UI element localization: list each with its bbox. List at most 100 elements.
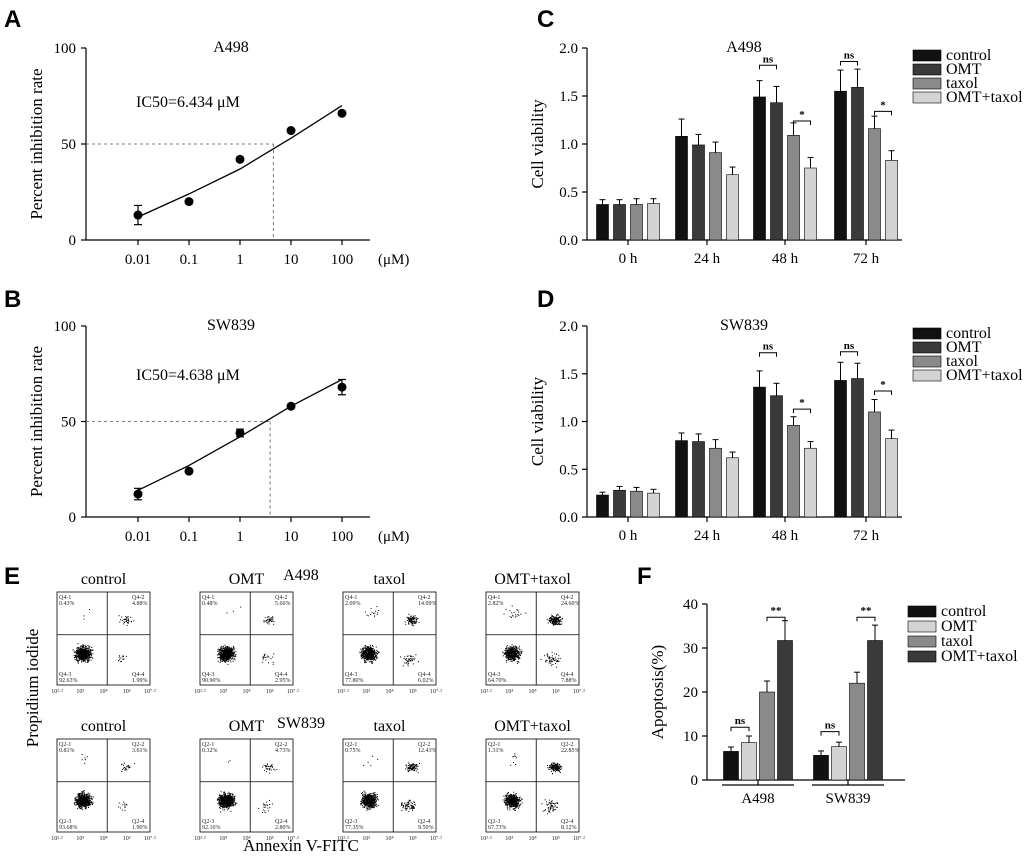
flow-dot xyxy=(226,654,228,656)
flow-dot xyxy=(80,659,82,661)
flow-dot xyxy=(372,803,373,805)
flow-dot xyxy=(77,803,79,804)
flow-dot xyxy=(506,646,507,648)
flow-dot xyxy=(228,794,230,796)
flow-dot xyxy=(230,805,231,807)
flow-dot xyxy=(556,624,558,625)
flow-dot xyxy=(79,656,81,658)
flow-dot xyxy=(369,651,371,653)
flow-dot xyxy=(264,812,266,813)
bar xyxy=(596,494,609,518)
flow-dot xyxy=(409,619,411,621)
flow-dot xyxy=(371,611,373,613)
flow-dot xyxy=(85,759,86,761)
flow-plot-frame xyxy=(199,591,294,686)
flow-dot xyxy=(515,614,516,616)
flow-dot xyxy=(377,650,378,652)
flow-dot xyxy=(516,661,518,663)
flow-dot xyxy=(231,797,233,799)
legend-swatch xyxy=(912,369,942,382)
flow-dot xyxy=(85,653,87,655)
flow-dot xyxy=(263,764,265,766)
flow-dot xyxy=(515,653,517,655)
flow-dot xyxy=(220,651,222,653)
flow-dot xyxy=(220,797,222,799)
flow-dot xyxy=(376,656,378,658)
flow-dot xyxy=(372,656,374,658)
quadrant-percent: 4.73% xyxy=(275,748,291,754)
flow-dot xyxy=(225,797,227,799)
flow-dot xyxy=(363,646,365,648)
flow-dot xyxy=(87,792,89,794)
flow-dot xyxy=(374,615,375,617)
flow-dot xyxy=(225,799,227,801)
flow-dot xyxy=(227,797,229,799)
flow-dot xyxy=(264,769,266,771)
flow-dot xyxy=(219,808,221,809)
flow-dot xyxy=(230,661,232,663)
flow-dot xyxy=(271,763,273,765)
quadrant-id: Q4-4 xyxy=(275,672,287,678)
flow-dot xyxy=(123,764,124,766)
flow-dot xyxy=(79,805,81,807)
flow-dot xyxy=(123,767,124,769)
flow-dot xyxy=(223,805,225,807)
flow-dot xyxy=(510,657,512,658)
flow-dot xyxy=(228,807,230,809)
flow-dot xyxy=(88,660,90,661)
flow-dot xyxy=(232,654,234,656)
flow-dot xyxy=(227,804,228,806)
flow-dot xyxy=(411,624,413,626)
flow-dot xyxy=(510,653,512,655)
flow-dot xyxy=(512,648,514,650)
flow-dot xyxy=(79,792,81,794)
flow-dot xyxy=(230,650,232,652)
flow-dot xyxy=(89,795,91,796)
flow-dot xyxy=(80,792,82,794)
flow-plot-label: taxol xyxy=(374,571,407,588)
flow-axis-tick: 10⁵ xyxy=(123,689,131,695)
flow-dot xyxy=(412,617,413,619)
flow-dot xyxy=(366,652,368,654)
flow-dot xyxy=(371,651,373,653)
flow-dot xyxy=(218,649,220,650)
flow-dot xyxy=(221,801,223,803)
flow-dot xyxy=(83,645,84,647)
flow-dot xyxy=(218,653,220,655)
flow-dot xyxy=(76,653,78,655)
flow-dot xyxy=(370,644,372,646)
flow-dot xyxy=(86,796,88,798)
flow-dot xyxy=(367,657,369,658)
data-point xyxy=(184,466,194,476)
flow-dot xyxy=(232,801,234,803)
flow-dot xyxy=(127,621,129,623)
flow-dot xyxy=(91,802,92,804)
flow-dot xyxy=(365,794,367,796)
flow-dot xyxy=(264,657,266,658)
significance-label: ns xyxy=(763,341,774,353)
flow-dot xyxy=(545,660,547,662)
y-tick-label: 100 xyxy=(54,319,77,335)
bar xyxy=(709,447,722,518)
legend-swatch xyxy=(912,355,942,368)
quadrant-percent: 24.60% xyxy=(561,601,580,607)
flow-dot xyxy=(86,654,88,656)
panel-letter: C xyxy=(537,6,554,33)
flow-dot xyxy=(372,795,374,797)
flow-dot xyxy=(373,793,375,795)
flow-dot xyxy=(368,807,370,809)
flow-dot xyxy=(365,792,367,794)
flow-dot xyxy=(226,799,228,801)
flow-dot xyxy=(506,652,507,654)
flow-dot xyxy=(514,655,515,657)
flow-axis-tick: 10³ xyxy=(362,689,370,695)
flow-dot xyxy=(221,800,223,802)
flow-dot xyxy=(400,656,402,658)
flow-dot xyxy=(234,648,236,650)
flow-dot xyxy=(514,656,515,658)
flow-dot xyxy=(80,647,82,649)
flow-dot xyxy=(125,767,127,769)
flow-dot xyxy=(87,647,89,649)
flow-axis-tick: 10⁴ xyxy=(385,689,393,695)
